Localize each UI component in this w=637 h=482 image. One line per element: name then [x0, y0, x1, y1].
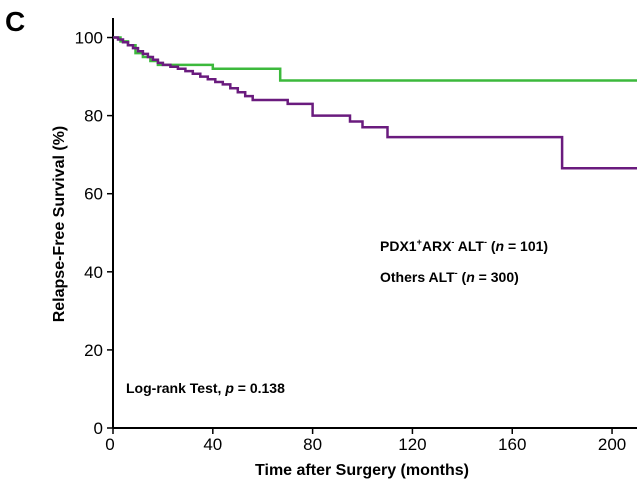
- series-group: [113, 36, 637, 170]
- y-tick-label: 0: [94, 419, 103, 438]
- x-tick-label: 0: [105, 435, 114, 454]
- y-tick-label: 20: [84, 341, 103, 360]
- log-rank-annotation: Log-rank Test, p = 0.138: [126, 380, 285, 396]
- y-tick-label: 80: [84, 107, 103, 126]
- y-axis-title: Relapse-Free Survival (%): [51, 126, 68, 323]
- x-tick-label: 200: [598, 435, 626, 454]
- x-tick-label: 40: [203, 435, 222, 454]
- legend-entry-others: Others ALT- (n = 300): [380, 268, 519, 285]
- legend-entry-pdx1: PDX1+ARX- ALT- (n = 101): [380, 237, 548, 254]
- x-tick-label: 120: [398, 435, 426, 454]
- panel-letter: C: [5, 6, 25, 37]
- x-tick-label: 80: [303, 435, 322, 454]
- y-tick-label: 40: [84, 263, 103, 282]
- y-tick-label: 100: [75, 29, 103, 48]
- x-tick-label: 160: [498, 435, 526, 454]
- survival-curve-purple: [113, 36, 637, 170]
- x-axis-title: Time after Surgery (months): [255, 462, 469, 479]
- ticks: 0 40 80 120 160 200 0 20 40 60 80 100: [75, 29, 627, 454]
- axes: [112, 18, 637, 429]
- y-tick-label: 60: [84, 185, 103, 204]
